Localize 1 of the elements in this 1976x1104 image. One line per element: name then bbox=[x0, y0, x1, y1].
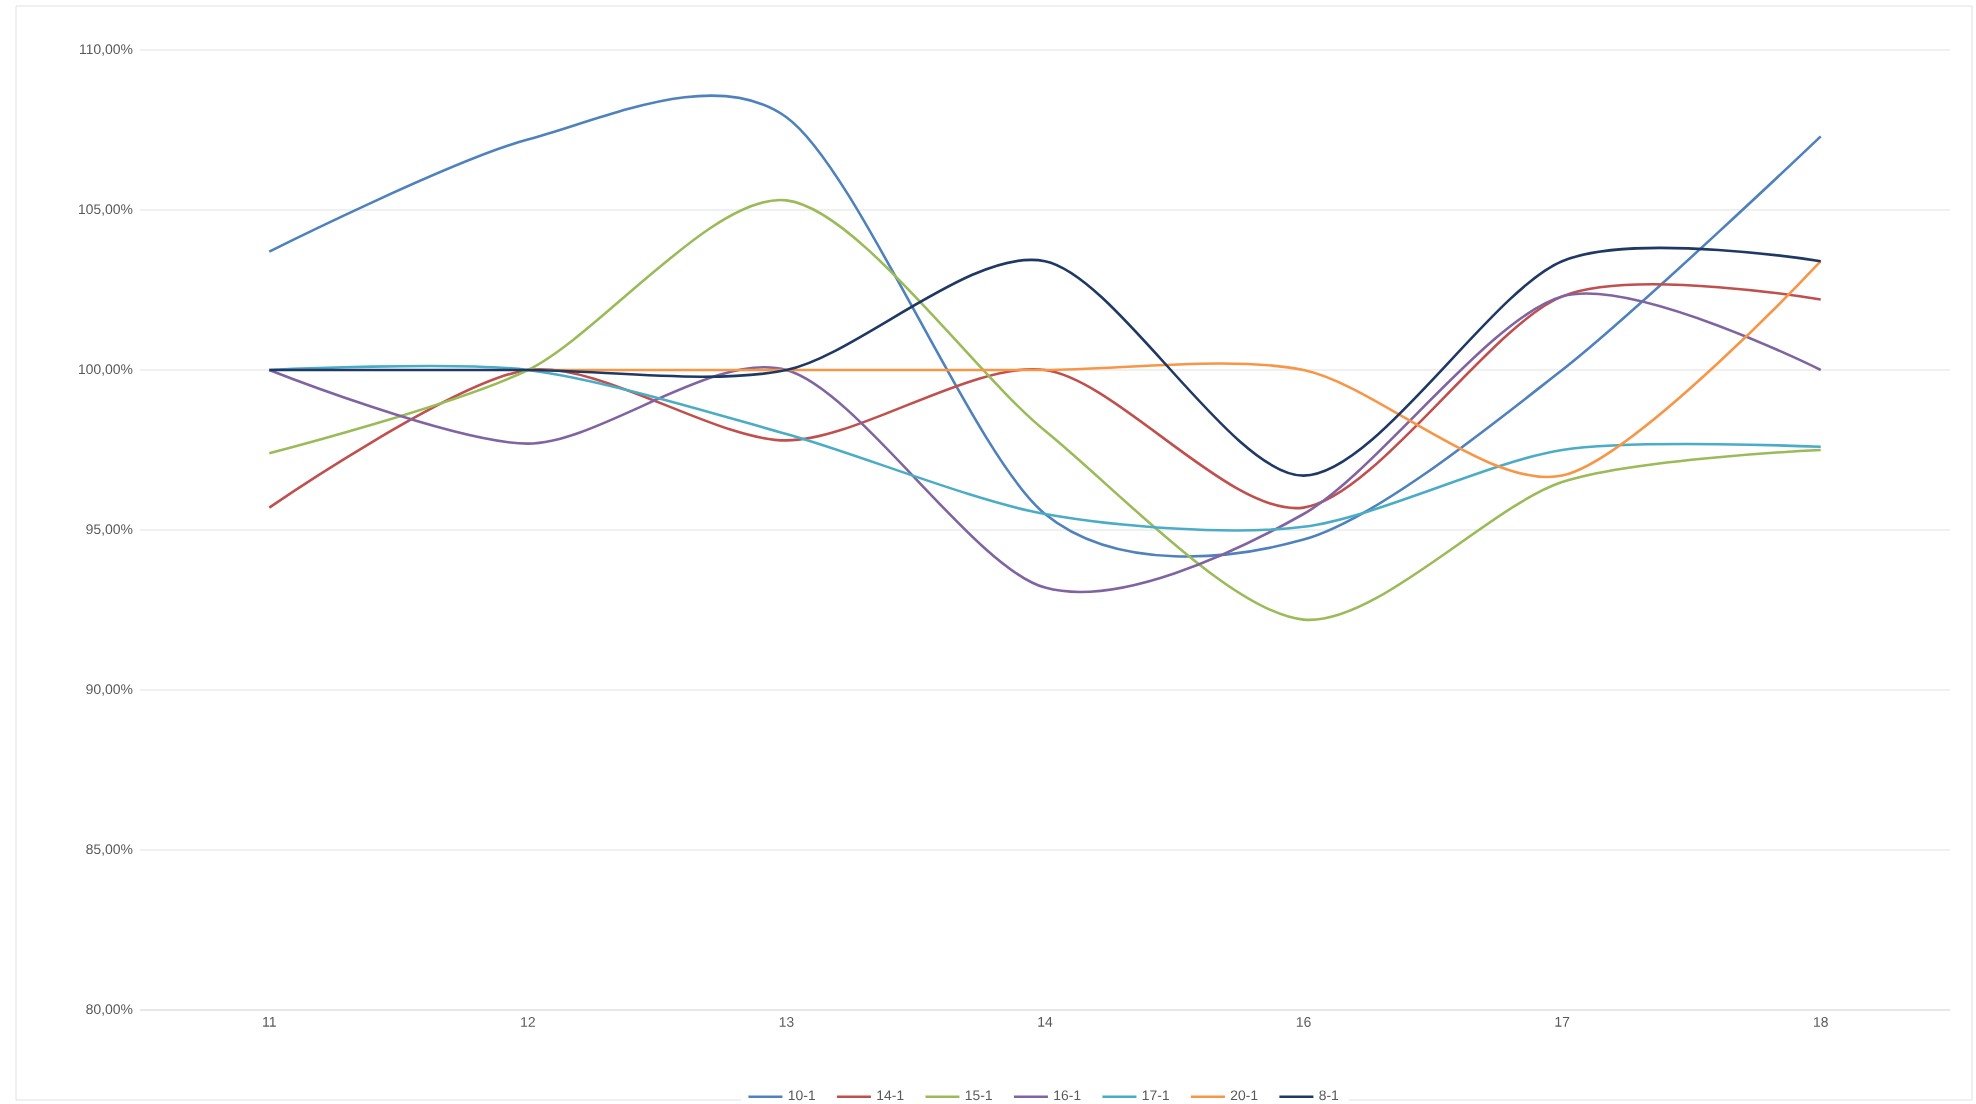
line-series bbox=[267, 199, 1823, 621]
